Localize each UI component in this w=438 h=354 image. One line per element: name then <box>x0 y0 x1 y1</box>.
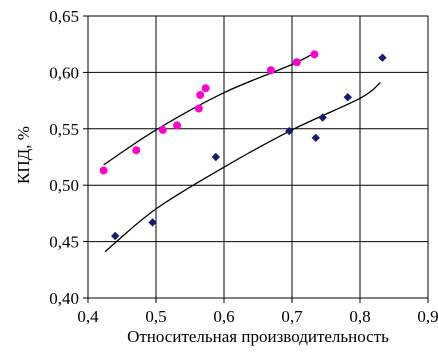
y-tick-label: 0,45 <box>49 233 79 252</box>
data-point-circle <box>195 104 203 112</box>
data-point-diamond <box>212 153 220 161</box>
x-tick-label: 0,7 <box>281 307 303 326</box>
data-point-circle <box>173 121 181 129</box>
y-axis-ticks: 0,40 0,45 0,50 0,55 0,60 0,65 <box>49 7 88 308</box>
data-point-circle <box>196 91 204 99</box>
y-tick-label: 0,65 <box>49 7 79 26</box>
y-tick-label: 0,55 <box>49 120 79 139</box>
x-tick-label: 0,6 <box>213 307 234 326</box>
y-tick-label: 0,60 <box>49 63 79 82</box>
trend-lines <box>104 52 381 252</box>
data-point-circle <box>132 146 140 154</box>
x-axis-ticks: 0,4 0,5 0,6 0,7 0,8 0,9 <box>77 298 438 326</box>
data-point-diamond <box>344 93 352 101</box>
x-tick-label: 0,4 <box>77 307 99 326</box>
x-tick-label: 0,9 <box>417 307 438 326</box>
y-tick-label: 0,40 <box>49 289 79 308</box>
y-tick-label: 0,50 <box>49 176 79 195</box>
y-axis-title: КПД, % <box>14 126 33 184</box>
data-point-circle <box>100 167 108 175</box>
trend-line-2 <box>105 83 380 252</box>
data-point-circle <box>202 84 210 92</box>
data-point-diamond <box>378 54 386 62</box>
data-points <box>100 50 387 240</box>
grid <box>88 16 428 298</box>
data-point-diamond <box>312 134 320 142</box>
x-tick-label: 0,5 <box>145 307 166 326</box>
data-point-circle <box>267 66 275 74</box>
data-point-circle <box>159 126 167 134</box>
x-axis-title: Относительная производительность <box>127 327 389 346</box>
data-point-diamond <box>111 232 119 240</box>
plot-border <box>88 16 428 298</box>
x-tick-label: 0,8 <box>349 307 370 326</box>
data-point-circle <box>293 58 301 66</box>
data-point-circle <box>310 50 318 58</box>
